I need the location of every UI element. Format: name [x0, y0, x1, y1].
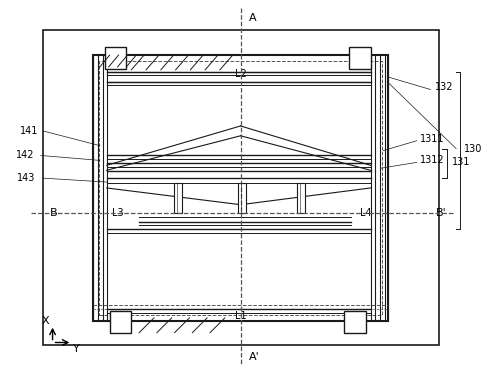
Text: B: B — [50, 207, 57, 217]
Text: A': A' — [248, 352, 259, 362]
Bar — [107, 72, 370, 82]
Text: 132: 132 — [434, 82, 453, 92]
Text: L3: L3 — [112, 207, 123, 217]
Bar — [43, 30, 439, 345]
Bar — [238, 183, 245, 213]
Text: 142: 142 — [17, 151, 35, 161]
Bar — [93, 55, 388, 321]
Text: L2: L2 — [235, 69, 246, 79]
Bar — [105, 47, 126, 69]
Bar — [110, 311, 131, 333]
Text: X: X — [42, 316, 50, 326]
Text: Y: Y — [73, 344, 80, 354]
Text: A: A — [248, 13, 256, 23]
Text: 1312: 1312 — [420, 155, 444, 165]
Text: L4: L4 — [360, 207, 371, 217]
Bar — [99, 61, 382, 315]
Text: 143: 143 — [17, 173, 35, 183]
Bar — [296, 183, 305, 213]
Text: 1311: 1311 — [420, 134, 444, 144]
Text: B': B' — [436, 207, 447, 217]
Bar — [344, 311, 365, 333]
Bar — [174, 183, 181, 213]
Text: 141: 141 — [20, 126, 39, 136]
Bar — [349, 47, 370, 69]
Text: 131: 131 — [452, 157, 470, 167]
Text: L1: L1 — [235, 311, 246, 321]
Text: 130: 130 — [464, 144, 483, 154]
